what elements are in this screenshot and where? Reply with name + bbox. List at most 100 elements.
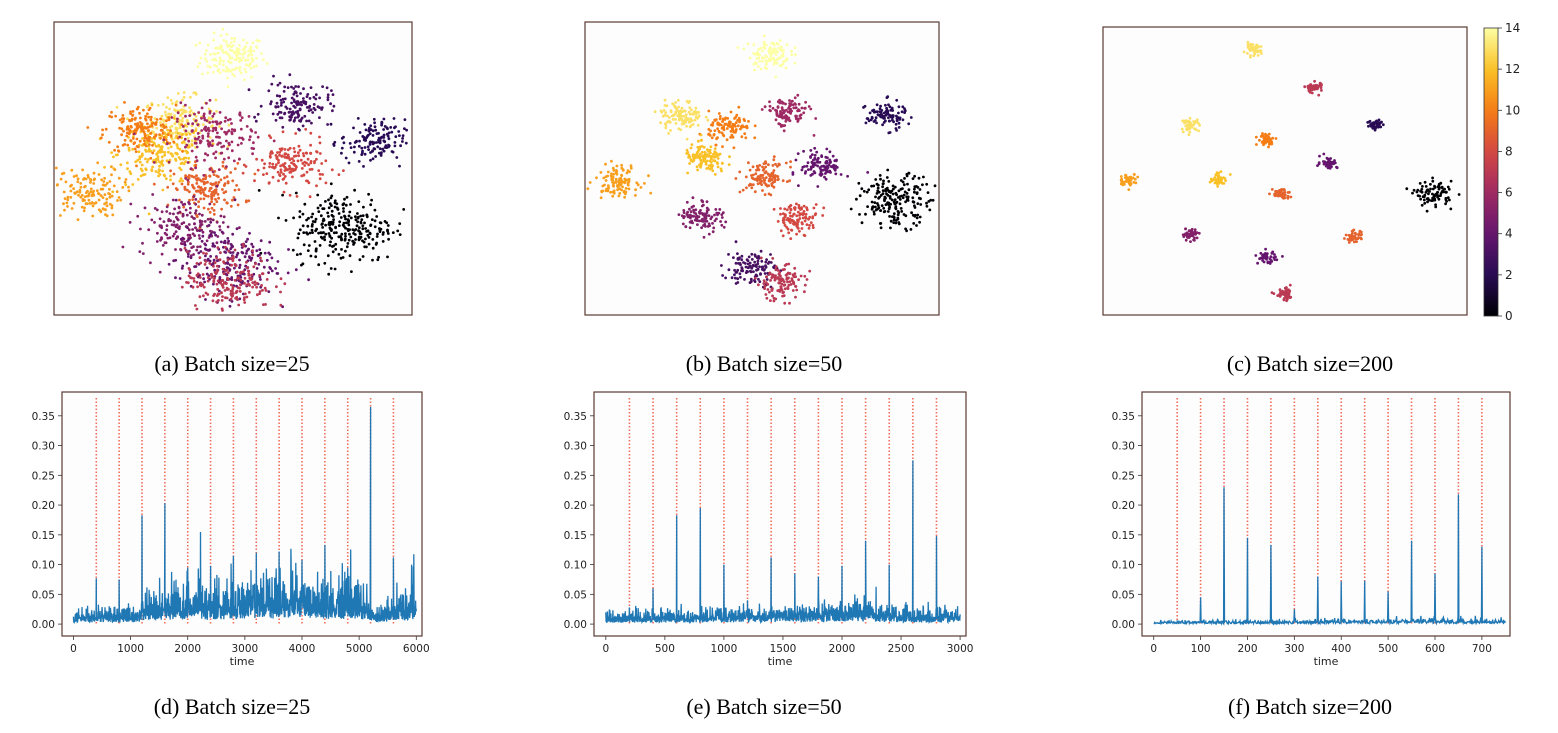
scatter-point [186, 226, 190, 230]
scatter-point [332, 244, 335, 248]
scatter-point [768, 108, 772, 112]
scatter-point [771, 257, 775, 260]
scatter-point [1446, 185, 1450, 189]
scatter-point [688, 100, 691, 103]
scatter-point [65, 201, 69, 205]
scatter-point [777, 277, 781, 281]
scatter-point [732, 256, 735, 259]
scatter-point [767, 59, 771, 63]
scatter-point [806, 161, 810, 165]
scatter-point [183, 202, 187, 206]
scatter-panel-c [1102, 26, 1468, 316]
colorbar-tick-label: 8 [1505, 144, 1513, 158]
scatter-point [1421, 195, 1425, 199]
scatter-point [211, 242, 215, 246]
scatter-point [765, 55, 768, 59]
scatter-point [91, 191, 95, 195]
scatter-point [325, 86, 329, 90]
scatter-point [894, 202, 898, 205]
scatter-point [258, 39, 261, 43]
scatter-point [345, 195, 349, 199]
scatter-point [216, 235, 220, 238]
scatter-point [249, 66, 253, 70]
scatter-point [813, 171, 817, 175]
scatter-point [262, 58, 265, 62]
scatter-point [718, 152, 722, 156]
scatter-point [267, 251, 271, 255]
scatter-point [165, 205, 169, 209]
scatter-point [803, 290, 806, 294]
scatter-point [311, 220, 315, 223]
scatter-point [794, 103, 797, 106]
scatter-point [294, 110, 298, 114]
scatter-point [752, 62, 756, 66]
scatter-point [611, 190, 615, 194]
scatter-point [762, 282, 766, 285]
scatter-point [314, 93, 318, 97]
scatter-point [149, 115, 153, 119]
scatter-point [777, 46, 781, 50]
scatter-point [306, 249, 310, 253]
scatter-point [376, 145, 380, 149]
scatter-point [627, 187, 631, 191]
scatter-point [363, 221, 366, 225]
scatter-point [761, 173, 765, 177]
scatter-point [234, 53, 238, 57]
scatter-point [200, 213, 204, 217]
scatter-point [166, 133, 170, 137]
scatter-point [199, 186, 203, 189]
scatter-point [794, 275, 797, 279]
scatter-point [292, 216, 295, 220]
scatter-point [1412, 188, 1416, 192]
scatter-point [1189, 240, 1192, 244]
scatter-point [746, 259, 750, 263]
scatter-point [701, 219, 704, 223]
scatter-point [135, 137, 139, 141]
scatter-point [230, 149, 234, 153]
scatter-point [290, 85, 293, 89]
scatter-point [1184, 238, 1188, 242]
scatter-point [687, 153, 691, 157]
scatter-point [1309, 87, 1313, 91]
scatter-point [269, 136, 273, 140]
scatter-point [200, 239, 204, 243]
scatter-point [135, 145, 139, 148]
scatter-point [892, 212, 896, 216]
scatter-point [187, 267, 191, 270]
scatter-point [761, 189, 764, 192]
scatter-point [110, 151, 113, 155]
scatter-point [1195, 236, 1199, 240]
scatter-point [143, 206, 147, 210]
x-tick-label: 400 [1331, 643, 1351, 655]
scatter-point [892, 221, 896, 225]
scatter-point [312, 95, 316, 99]
scatter-point [288, 118, 292, 122]
scatter-point [621, 169, 625, 172]
scatter-point [342, 207, 345, 210]
scatter-point [355, 224, 359, 228]
scatter-point [812, 206, 816, 210]
scatter-point [796, 109, 799, 113]
scatter-point [236, 47, 240, 51]
scatter-point [919, 203, 923, 206]
scatter-point [152, 130, 155, 134]
scatter-point [226, 237, 230, 240]
y-tick-label: 0.25 [32, 470, 55, 482]
scatter-point [327, 206, 331, 210]
scatter-point [83, 195, 87, 199]
scatter-cluster [247, 73, 336, 132]
scatter-point [799, 274, 803, 278]
scatter-point [897, 126, 901, 129]
scatter-point [669, 129, 672, 132]
scatter-point [714, 155, 717, 159]
scatter-point [123, 101, 126, 104]
scatter-point [251, 253, 255, 257]
scatter-point [1264, 141, 1267, 145]
scatter-point [240, 142, 243, 145]
scatter-point [800, 221, 804, 225]
scatter-point [897, 211, 901, 215]
scatter-point [793, 266, 797, 270]
scatter-point [333, 267, 337, 271]
scatter-point [783, 283, 787, 287]
